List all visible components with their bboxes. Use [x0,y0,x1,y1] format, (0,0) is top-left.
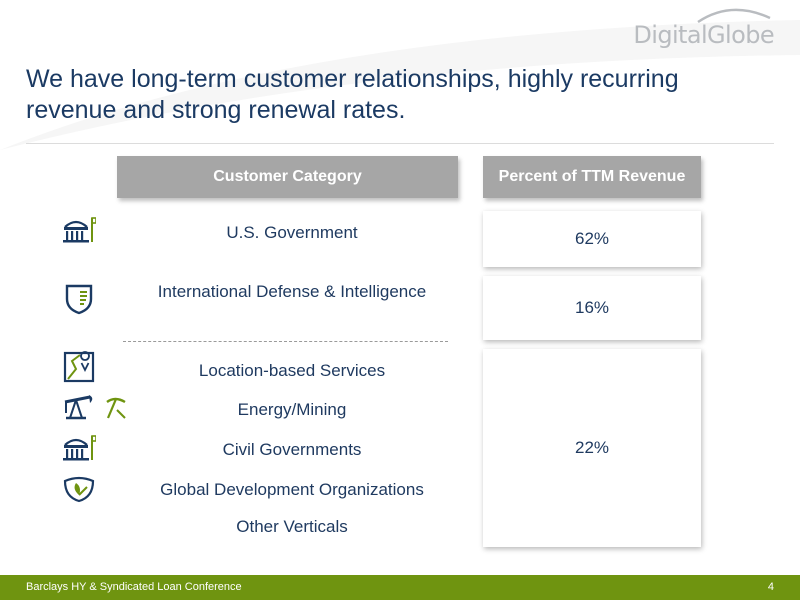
footer-bar: Barclays HY & Syndicated Loan Conference… [0,575,800,600]
percent-international-defense: 16% [483,276,701,340]
category-location-based-services: Location-based Services [198,361,386,380]
background-swoosh [0,20,800,150]
category-civil-governments: Civil Governments [222,440,362,459]
shield-icon [64,283,94,315]
category-divider [123,341,448,342]
footer-conference-text: Barclays HY & Syndicated Loan Conference [26,581,242,593]
slide-title: We have long-term customer relationships… [26,65,679,124]
government-building-icon [62,433,96,463]
leaf-hand-icon [62,475,96,503]
customer-category-header: Customer Category [117,156,458,198]
logo-text: DigitalGlobe [633,21,774,49]
category-international-defense: International Defense & Intelligence [157,282,427,301]
oil-pump-icon [62,393,96,421]
category-us-government: U.S. Government [226,223,358,242]
title-rule [26,143,774,144]
pickaxe-icon [103,396,129,420]
category-global-development: Global Development Organizations [160,480,424,499]
map-pin-icon [63,351,95,383]
category-other-verticals: Other Verticals [236,517,348,536]
percent-revenue-header: Percent of TTM Revenue [483,156,701,198]
category-energy-mining: Energy/Mining [237,400,347,419]
page-number: 4 [767,581,774,593]
percent-us-government: 62% [483,211,701,267]
government-building-icon [62,215,96,245]
percent-other-categories: 22% [483,349,701,547]
digitalglobe-logo [636,6,776,52]
